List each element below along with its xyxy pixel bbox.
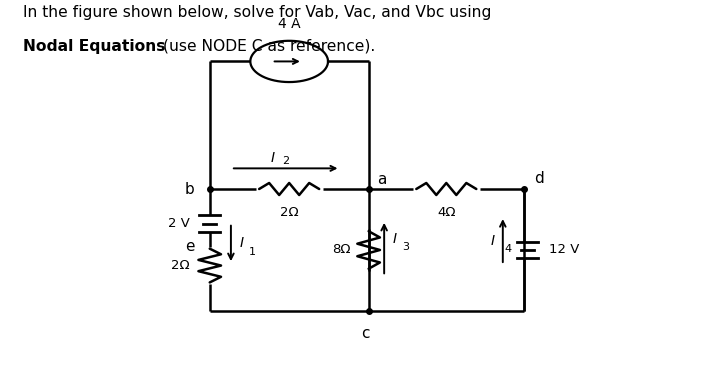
- Text: 2: 2: [282, 156, 289, 166]
- Text: I: I: [393, 232, 397, 246]
- Text: 4 A: 4 A: [278, 17, 301, 31]
- Text: (use NODE C as reference).: (use NODE C as reference).: [158, 39, 376, 54]
- Text: a: a: [377, 172, 386, 187]
- Text: e: e: [184, 239, 194, 254]
- Text: b: b: [184, 181, 194, 197]
- Text: Nodal Equations: Nodal Equations: [23, 39, 165, 54]
- Text: 2Ω: 2Ω: [280, 206, 298, 219]
- Text: 2Ω: 2Ω: [172, 259, 190, 272]
- Text: 8Ω: 8Ω: [333, 243, 351, 257]
- Text: In the figure shown below, solve for Vab, Vac, and Vbc using: In the figure shown below, solve for Vab…: [23, 5, 491, 20]
- Text: d: d: [535, 171, 545, 186]
- Text: I: I: [240, 236, 243, 250]
- Text: I: I: [490, 234, 494, 248]
- Text: 4Ω: 4Ω: [437, 206, 456, 219]
- Text: 1: 1: [249, 247, 255, 257]
- Text: c: c: [361, 326, 369, 341]
- Text: 2 V: 2 V: [168, 217, 190, 230]
- Text: I: I: [271, 150, 275, 164]
- Text: 12 V: 12 V: [549, 243, 579, 257]
- Text: 4: 4: [504, 244, 511, 254]
- Text: 3: 3: [402, 242, 409, 253]
